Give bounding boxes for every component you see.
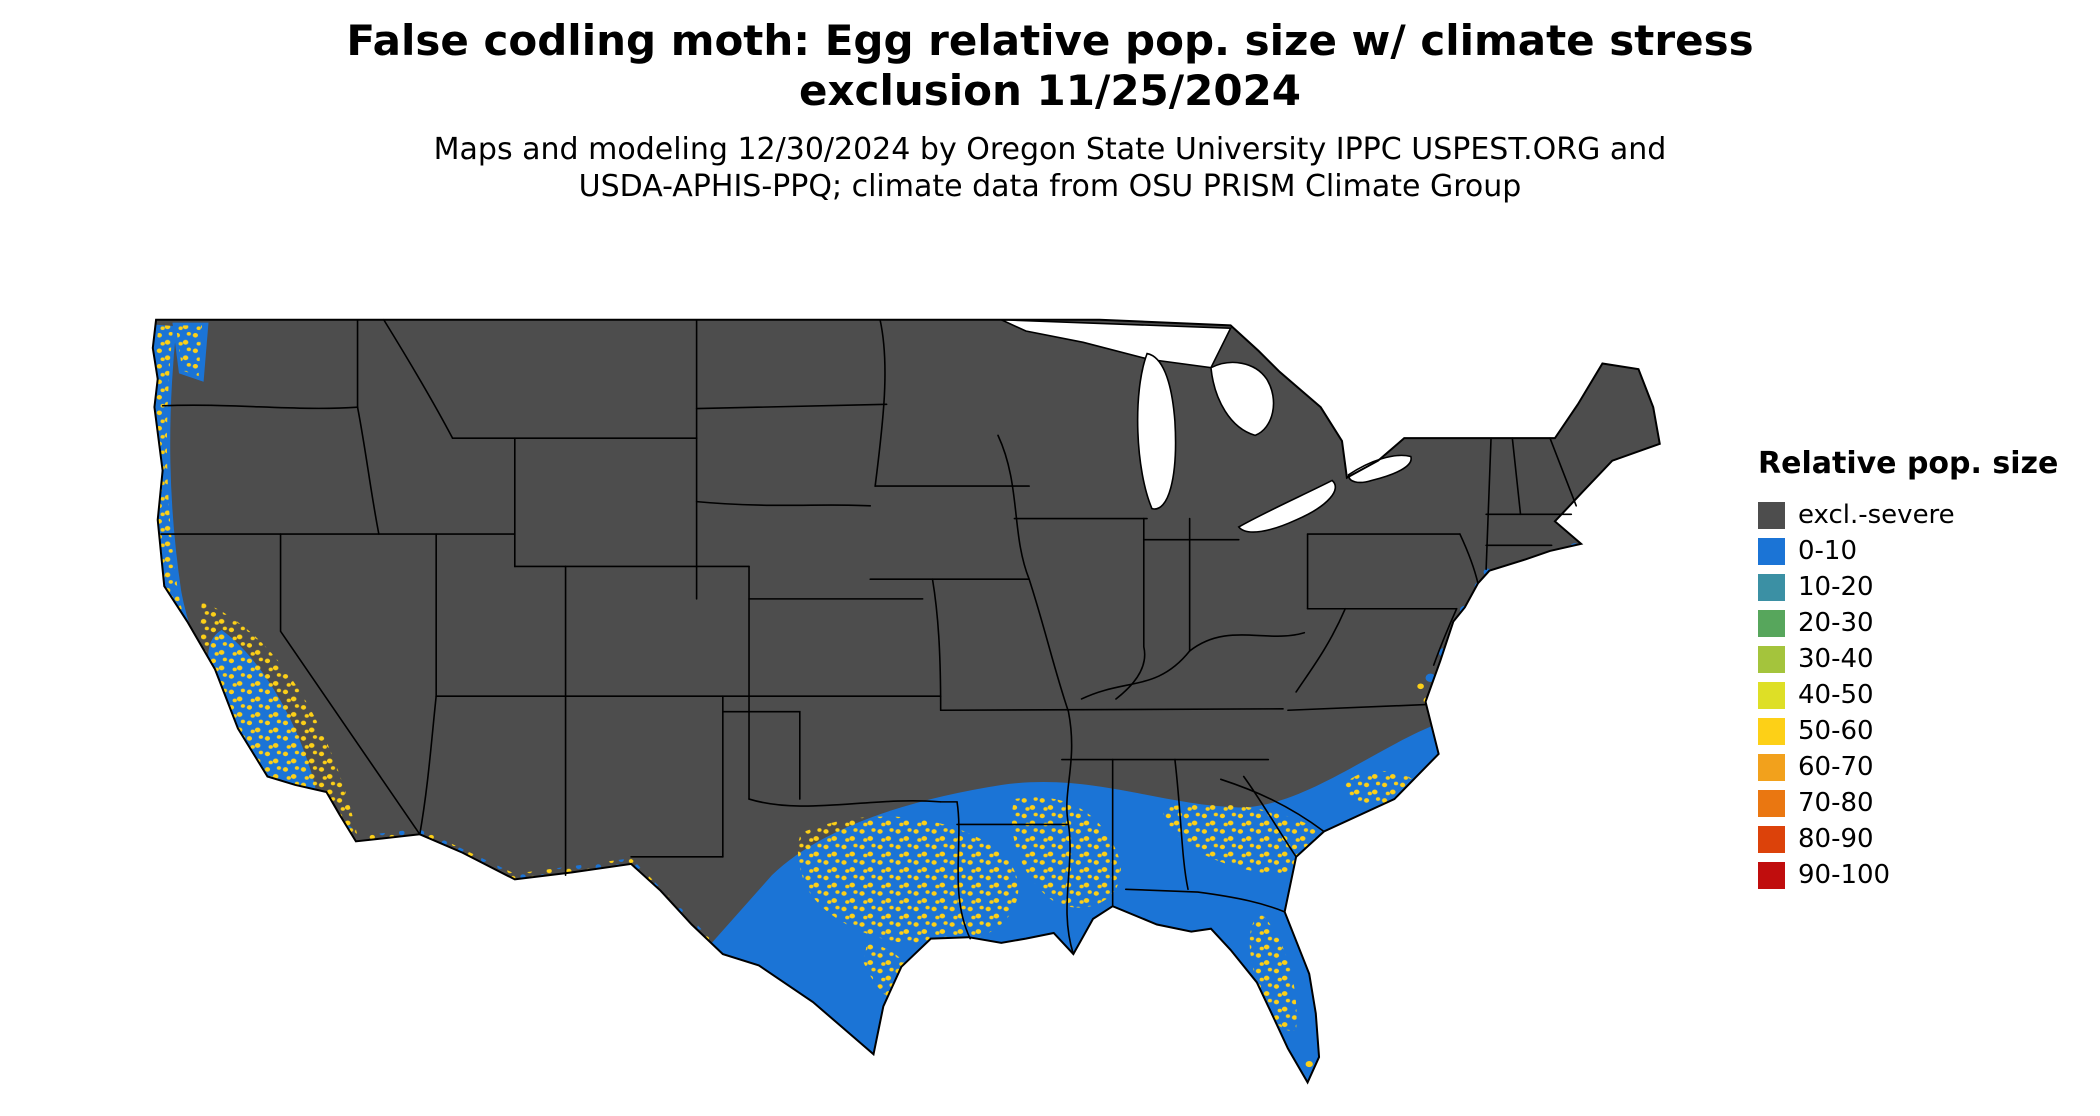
- lake-erie: [1239, 480, 1336, 532]
- legend-item-label: 10-20: [1798, 572, 1874, 602]
- legend-item-label: 90-100: [1798, 860, 1891, 890]
- legend-swatch: [1758, 609, 1785, 637]
- legend-swatch: [1758, 861, 1785, 889]
- legend-swatch: [1758, 717, 1785, 745]
- legend-items: excl.-severe 0-10 10-20 20-30 30-40 40-50 50-6…: [1758, 497, 2088, 893]
- legend-item: 40-50: [1758, 677, 2088, 713]
- legend-item-label: 0-10: [1798, 536, 1858, 566]
- speckle-california: [200, 601, 358, 841]
- legend-swatch: [1758, 681, 1785, 709]
- legend-item: 20-30: [1758, 605, 2088, 641]
- page-subtitle: Maps and modeling 12/30/2024 by Oregon S…: [100, 131, 2000, 206]
- legend-swatch: [1758, 501, 1785, 529]
- legend-swatch: [1758, 825, 1785, 853]
- legend-title: Relative pop. size: [1758, 446, 2059, 481]
- header: False codling moth: Egg relative pop. si…: [100, 16, 2000, 206]
- legend-item-label: 20-30: [1798, 608, 1874, 638]
- subtitle-line-1: Maps and modeling 12/30/2024 by Oregon S…: [433, 131, 1667, 167]
- state-borders: [161, 320, 1576, 954]
- legend: Relative pop. size excl.-severe 0-10 10-20…: [1758, 446, 2088, 893]
- speckle-central-florida: [1249, 911, 1297, 1031]
- legend-item-label: 70-80: [1798, 788, 1874, 818]
- legend-item-label: 30-40: [1798, 644, 1874, 674]
- legend-item-label: excl.-severe: [1798, 500, 1955, 530]
- us-landmass: [152, 319, 1660, 1083]
- legend-item-label: 80-90: [1798, 824, 1874, 854]
- us-outline: [153, 320, 1660, 1083]
- legend-swatch: [1758, 789, 1785, 817]
- legend-item-label: 50-60: [1798, 716, 1874, 746]
- great-lakes: [1001, 320, 1411, 532]
- legend-swatch: [1758, 573, 1785, 601]
- title-line-2: exclusion 11/25/2024: [798, 66, 1301, 116]
- legend-swatch: [1758, 753, 1785, 781]
- us-map-svg: [84, 238, 1722, 1112]
- us-map: [84, 238, 1722, 1112]
- legend-item: 50-60: [1758, 713, 2088, 749]
- page-title: False codling moth: Egg relative pop. si…: [100, 16, 2000, 117]
- legend-item: 60-70: [1758, 749, 2088, 785]
- title-line-1: False codling moth: Egg relative pop. si…: [346, 16, 1754, 65]
- speckle-central-texas: [797, 816, 1019, 946]
- legend-swatch: [1758, 645, 1785, 673]
- subtitle-line-2: USDA-APHIS-PPQ; climate data from OSU PR…: [578, 169, 1522, 205]
- legend-item-label: 60-70: [1798, 752, 1874, 782]
- legend-item: 80-90: [1758, 821, 2088, 857]
- lake-michigan: [1138, 354, 1176, 509]
- legend-item: 30-40: [1758, 641, 2088, 677]
- legend-swatch: [1758, 537, 1785, 565]
- speckle-border-strip: [362, 828, 720, 963]
- legend-item: 0-10: [1758, 533, 2088, 569]
- legend-item: 90-100: [1758, 857, 2088, 893]
- legend-item-label: 40-50: [1798, 680, 1874, 710]
- speckle-georgia-carolina: [1161, 803, 1337, 875]
- legend-item: 70-80: [1758, 785, 2088, 821]
- legend-item: excl.-severe: [1758, 497, 2088, 533]
- legend-item: 10-20: [1758, 569, 2088, 605]
- region-puget-speckle: [175, 325, 202, 377]
- lake-huron: [1211, 362, 1274, 435]
